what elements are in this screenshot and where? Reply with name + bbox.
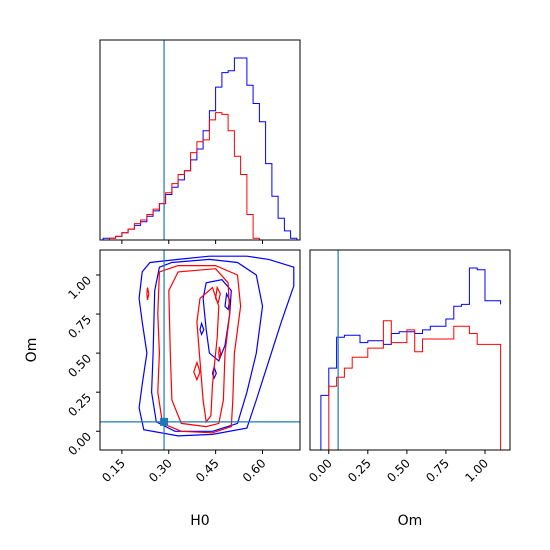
ylabel-om: Om [24, 338, 40, 363]
h0-hist-blue [102, 57, 298, 240]
contour-red-2 [196, 286, 220, 424]
contour-red-0 [157, 265, 242, 434]
contour-red-1 [168, 268, 231, 428]
joint-truth-marker [160, 417, 169, 426]
top-panel-frame [99, 39, 301, 241]
contour-blue-5 [199, 321, 205, 337]
om-hist-red [313, 320, 502, 450]
contour-blue-3 [224, 291, 231, 311]
joint-panel-frame [99, 249, 301, 451]
right-panel-frame [309, 249, 511, 451]
h0-hist-red [103, 112, 297, 240]
om-hist-blue [313, 267, 502, 450]
contour-red-3 [214, 285, 221, 305]
contour-red-4 [193, 360, 201, 382]
contour-blue-1 [150, 258, 264, 432]
contour-red-5 [146, 287, 150, 301]
contour-blue-0 [138, 255, 295, 437]
xlabel-h0: H0 [190, 513, 209, 529]
contour-red-6 [218, 346, 222, 360]
xlabel-om: Om [398, 513, 423, 529]
